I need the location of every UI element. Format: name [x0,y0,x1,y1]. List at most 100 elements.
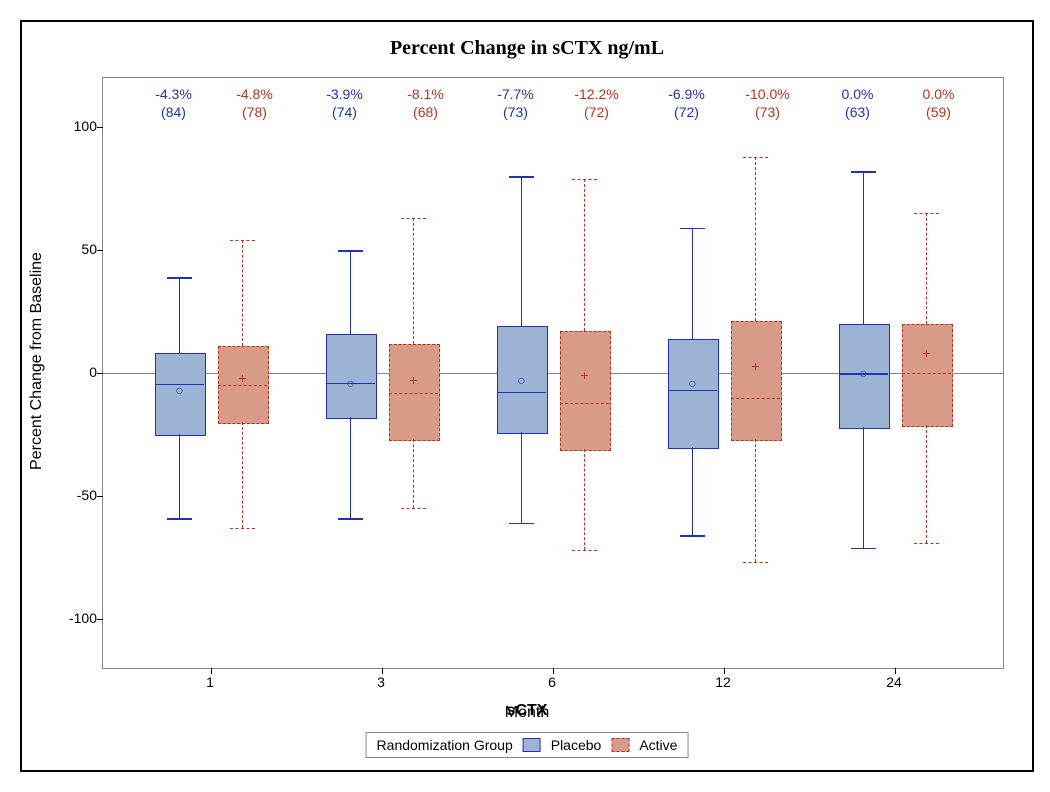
mean-marker-active: + [751,358,759,374]
annot-pct-active: -10.0% [745,86,789,102]
whisker-active [413,439,414,508]
y-tick [97,373,103,374]
whisker-cap-placebo [851,171,876,173]
annot-n-active: (59) [926,104,951,120]
whisker-active [755,439,756,562]
whisker-placebo [350,250,352,334]
annot-n-placebo: (74) [332,104,357,120]
box-placebo [668,339,720,449]
x-tick-label: 6 [548,674,556,690]
y-axis-label: Percent Change from Baseline [28,252,46,470]
legend-label-active: Active [639,737,677,753]
legend-swatch-active [611,738,629,752]
whisker-cap-active [572,550,597,551]
box-active [560,331,612,451]
whisker-cap-active [401,508,426,509]
annot-n-active: (73) [755,104,780,120]
whisker-cap-active [914,213,939,214]
mean-marker-active: + [922,345,930,361]
whisker-placebo [350,417,352,518]
whisker-placebo [863,427,865,547]
annot-pct-placebo: -6.9% [668,86,705,102]
whisker-active [413,218,414,343]
mean-marker-placebo: ○ [346,375,354,391]
annot-pct-active: -8.1% [407,86,444,102]
mean-marker-active: + [580,367,588,383]
mean-marker-placebo: ○ [859,365,867,381]
box-active [902,324,954,427]
whisker-cap-placebo [509,176,534,178]
mean-marker-active: + [409,372,417,388]
whisker-active [926,425,927,543]
annot-pct-active: -12.2% [574,86,618,102]
x-tick-label: 3 [377,674,385,690]
annot-pct-active: 0.0% [923,86,955,102]
annot-pct-placebo: -3.9% [326,86,363,102]
annot-n-placebo: (84) [161,104,186,120]
whisker-cap-active [230,240,255,241]
whisker-placebo [179,434,181,518]
median-active [731,398,781,399]
whisker-active [242,240,243,346]
whisker-cap-placebo [509,523,534,525]
box-active [731,321,783,441]
whisker-placebo [692,447,694,536]
whisker-placebo [521,432,523,523]
annot-n-placebo: (72) [674,104,699,120]
whisker-placebo [863,171,865,323]
mean-marker-placebo: ○ [688,375,696,391]
x-tick-label: 24 [886,674,902,690]
x-tick-label: 12 [715,674,731,690]
legend-swatch-placebo [523,738,541,752]
y-tick-label: 50 [81,241,97,257]
whisker-placebo [179,277,181,353]
y-tick-label: 100 [74,118,97,134]
whisker-active [584,179,585,331]
median-active [560,403,610,404]
annot-pct-placebo: 0.0% [842,86,874,102]
whisker-cap-placebo [338,518,363,520]
annot-n-placebo: (73) [503,104,528,120]
median-active [902,373,952,374]
legend-label-placebo: Placebo [551,737,602,753]
y-tick [97,496,103,497]
chart-title: Percent Change in sCTX ng/mL [22,37,1032,60]
y-tick [97,127,103,128]
whisker-placebo [521,176,523,326]
chart-container: Percent Change in sCTX ng/mL Percent Cha… [20,20,1034,772]
whisker-cap-placebo [680,228,705,230]
whisker-cap-placebo [851,548,876,550]
whisker-active [926,213,927,324]
whisker-active [584,449,585,550]
whisker-placebo [692,228,694,339]
whisker-cap-active [572,179,597,180]
legend: Randomization Group Placebo Active [366,732,689,758]
median-active [389,393,439,394]
whisker-cap-active [743,562,768,563]
mean-marker-placebo: ○ [517,372,525,388]
mean-marker-active: + [238,370,246,386]
annot-pct-active: -4.8% [236,86,273,102]
whisker-cap-placebo [680,535,705,537]
annot-n-active: (72) [584,104,609,120]
median-placebo [497,392,547,394]
annot-n-active: (68) [413,104,438,120]
mean-marker-placebo: ○ [175,382,183,398]
x-axis-label: Month [505,704,549,722]
whisker-cap-active [914,543,939,544]
y-tick [97,619,103,620]
x-tick-label: 1 [206,674,214,690]
annot-n-active: (78) [242,104,267,120]
whisker-cap-active [743,157,768,158]
whisker-cap-placebo [167,518,192,520]
whisker-cap-placebo [338,250,363,252]
plot-area: ○ + -4.3% (84) -4.8% (78) ○ + -3.9% (74) -8.1% (68)… [102,77,1004,669]
whisker-cap-active [230,528,255,529]
annot-pct-placebo: -7.7% [497,86,534,102]
annot-n-placebo: (63) [845,104,870,120]
whisker-cap-active [401,218,426,219]
whisker-cap-placebo [167,277,192,279]
y-tick-label: 0 [89,364,97,380]
whisker-active [755,157,756,322]
annot-pct-placebo: -4.3% [155,86,192,102]
